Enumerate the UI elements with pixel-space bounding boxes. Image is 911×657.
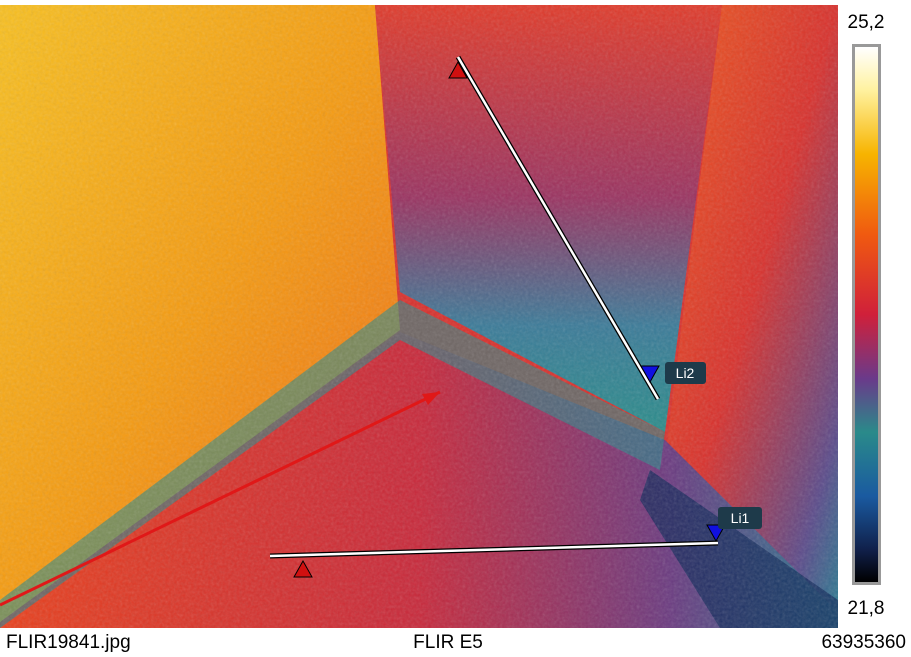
color-scale — [855, 47, 878, 582]
camera-model: FLIR E5 — [413, 632, 483, 653]
measure-line: Li2 — [448, 55, 706, 401]
measure-label: Li1 — [731, 510, 750, 526]
filename: FLIR19841.jpg — [6, 632, 131, 653]
serial-number: 63935360 — [821, 632, 906, 653]
thermal-image — [0, 5, 838, 628]
scale-max: 25,2 — [848, 12, 885, 33]
scale-min: 21,8 — [848, 598, 885, 619]
measure-line: Li1 — [269, 507, 762, 578]
arrow — [0, 390, 441, 607]
measure-label: Li2 — [676, 365, 695, 381]
arrow-head — [422, 392, 440, 405]
